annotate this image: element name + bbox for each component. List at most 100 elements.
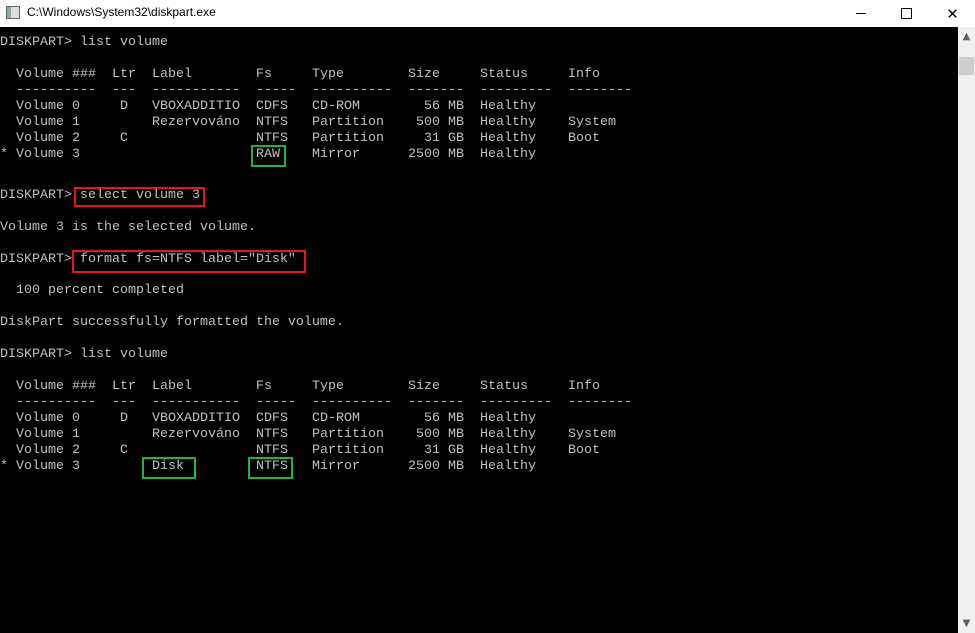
output-line: 100 percent completed bbox=[0, 283, 184, 298]
table-cell: Volume 2 bbox=[16, 443, 80, 458]
table-cell: NTFS bbox=[256, 459, 288, 474]
table-cell: Type bbox=[312, 67, 344, 82]
table-cell: Type bbox=[312, 379, 344, 394]
table-cell: VBOXADDITIO bbox=[152, 99, 240, 114]
raw-highlight-box bbox=[251, 145, 286, 167]
table-cell: 56 MB bbox=[408, 411, 464, 426]
table-cell: Info bbox=[568, 379, 600, 394]
table-cell: Boot bbox=[568, 443, 600, 458]
table-cell: CDFS bbox=[256, 411, 288, 426]
table-cell: CD-ROM bbox=[312, 99, 360, 114]
table-cell: 500 MB bbox=[408, 427, 464, 442]
minimize-icon bbox=[855, 13, 866, 14]
table-cell: Label bbox=[152, 379, 192, 394]
table-cell: Volume 3 bbox=[16, 459, 80, 474]
table-cell: Partition bbox=[312, 115, 384, 130]
table-cell: VBOXADDITIO bbox=[152, 411, 240, 426]
table-cell: ---------- bbox=[16, 395, 96, 410]
table-cell: C bbox=[112, 131, 136, 146]
table-cell: Healthy bbox=[480, 427, 536, 442]
table-row: Volume 0 D VBOXADDITIO CDFS CD-ROM 56 MB He… bbox=[0, 99, 760, 115]
select-command-highlight-box bbox=[74, 187, 205, 207]
table-cell: * bbox=[0, 147, 8, 162]
table-cell: NTFS bbox=[256, 131, 288, 146]
table-row: Volume 2 C NTFS Partition 31 GB Healthy Boo… bbox=[0, 131, 760, 147]
scroll-down-icon[interactable]: ▼ bbox=[962, 618, 971, 629]
command-line: DISKPART> list volume bbox=[0, 347, 168, 362]
close-icon: ✕ bbox=[946, 4, 959, 23]
table-cell: Volume ### bbox=[16, 379, 96, 394]
table-cell: ---------- bbox=[312, 395, 392, 410]
table-cell: Volume ### bbox=[16, 67, 96, 82]
table-cell: Partition bbox=[312, 427, 384, 442]
table-row: Volume 2 C NTFS Partition 31 GB Healthy Boo… bbox=[0, 443, 760, 459]
table-cell: ---------- bbox=[312, 83, 392, 98]
minimize-button[interactable] bbox=[838, 0, 883, 27]
table-cell: 2500 MB bbox=[408, 147, 464, 162]
table-row: * Volume 3 Disk NTFS Mirror 2500 MB Healthy bbox=[0, 459, 760, 475]
console-output[interactable]: DISKPART> list volume Volume ### Ltr Label… bbox=[0, 27, 958, 633]
table-cell: NTFS bbox=[256, 427, 288, 442]
table-cell: Rezervováno bbox=[152, 427, 240, 442]
table-cell: Status bbox=[480, 67, 528, 82]
table-cell: Fs bbox=[256, 67, 272, 82]
format-command-highlight-box bbox=[72, 250, 306, 273]
table-cell: ------- bbox=[408, 395, 464, 410]
table-cell: ---------- bbox=[16, 83, 96, 98]
table-cell: Rezervováno bbox=[152, 115, 240, 130]
table-cell: RAW bbox=[256, 147, 280, 162]
table-cell: 31 GB bbox=[408, 131, 464, 146]
command-line: DISKPART> format fs=NTFS label="Disk" bbox=[0, 252, 296, 267]
table-cell: C bbox=[112, 443, 136, 458]
table-cell: --- bbox=[112, 395, 136, 410]
table-cell: Healthy bbox=[480, 147, 536, 162]
close-button[interactable]: ✕ bbox=[930, 0, 975, 27]
vertical-scrollbar[interactable]: ▲ ▼ bbox=[958, 27, 975, 633]
table-cell: Size bbox=[408, 67, 440, 82]
table-cell: 500 MB bbox=[408, 115, 464, 130]
table-cell: ----------- bbox=[152, 83, 240, 98]
table-cell: ----- bbox=[256, 395, 296, 410]
table-cell: -------- bbox=[568, 395, 632, 410]
table-row: Volume 1 Rezervováno NTFS Partition 500 MB H… bbox=[0, 427, 760, 443]
table-cell: Volume 2 bbox=[16, 131, 80, 146]
table-cell: Volume 0 bbox=[16, 411, 80, 426]
table-cell: Boot bbox=[568, 131, 600, 146]
table-cell: Status bbox=[480, 379, 528, 394]
table-cell: NTFS bbox=[256, 115, 288, 130]
table-cell: * bbox=[0, 459, 8, 474]
command-line: DISKPART> list volume bbox=[0, 35, 168, 50]
window-title: C:\Windows\System32\diskpart.exe bbox=[27, 5, 216, 19]
table-cell: Mirror bbox=[312, 147, 360, 162]
maximize-button[interactable] bbox=[884, 0, 929, 27]
table-cell: ----------- bbox=[152, 395, 240, 410]
table-cell: Volume 1 bbox=[16, 115, 80, 130]
table-cell: Ltr bbox=[112, 67, 136, 82]
output-line: Volume 3 is the selected volume. bbox=[0, 220, 256, 235]
title-bar: C:\Windows\System32\diskpart.exe ✕ bbox=[0, 0, 975, 27]
table-cell: Mirror bbox=[312, 459, 360, 474]
table-cell: 2500 MB bbox=[408, 459, 464, 474]
table-cell: Partition bbox=[312, 443, 384, 458]
scroll-up-icon[interactable]: ▲ bbox=[962, 31, 971, 42]
table-row: Volume 0 D VBOXADDITIO CDFS CD-ROM 56 MB He… bbox=[0, 411, 760, 427]
table-cell: Healthy bbox=[480, 115, 536, 130]
table-cell: Volume 1 bbox=[16, 427, 80, 442]
table-cell: Volume 0 bbox=[16, 99, 80, 114]
table-cell: NTFS bbox=[256, 443, 288, 458]
table-cell: CDFS bbox=[256, 99, 288, 114]
table-cell: 31 GB bbox=[408, 443, 464, 458]
ntfs-highlight-box bbox=[248, 457, 293, 479]
table-row: Volume 1 Rezervováno NTFS Partition 500 MB H… bbox=[0, 115, 760, 131]
table-separator: ---------- --- ----------- ----- ---------- -… bbox=[0, 83, 760, 99]
table-cell: System bbox=[568, 115, 616, 130]
table-cell: -------- bbox=[568, 83, 632, 98]
table-cell: --------- bbox=[480, 83, 552, 98]
table-cell: Volume 3 bbox=[16, 147, 80, 162]
table-cell: Info bbox=[568, 67, 600, 82]
table-cell: Fs bbox=[256, 379, 272, 394]
scrollbar-thumb[interactable] bbox=[959, 57, 974, 75]
table-cell: Healthy bbox=[480, 411, 536, 426]
command-line: DISKPART> select volume 3 bbox=[0, 188, 200, 203]
table-header: Volume ### Ltr Label Fs Type Size Status Info bbox=[0, 67, 760, 83]
